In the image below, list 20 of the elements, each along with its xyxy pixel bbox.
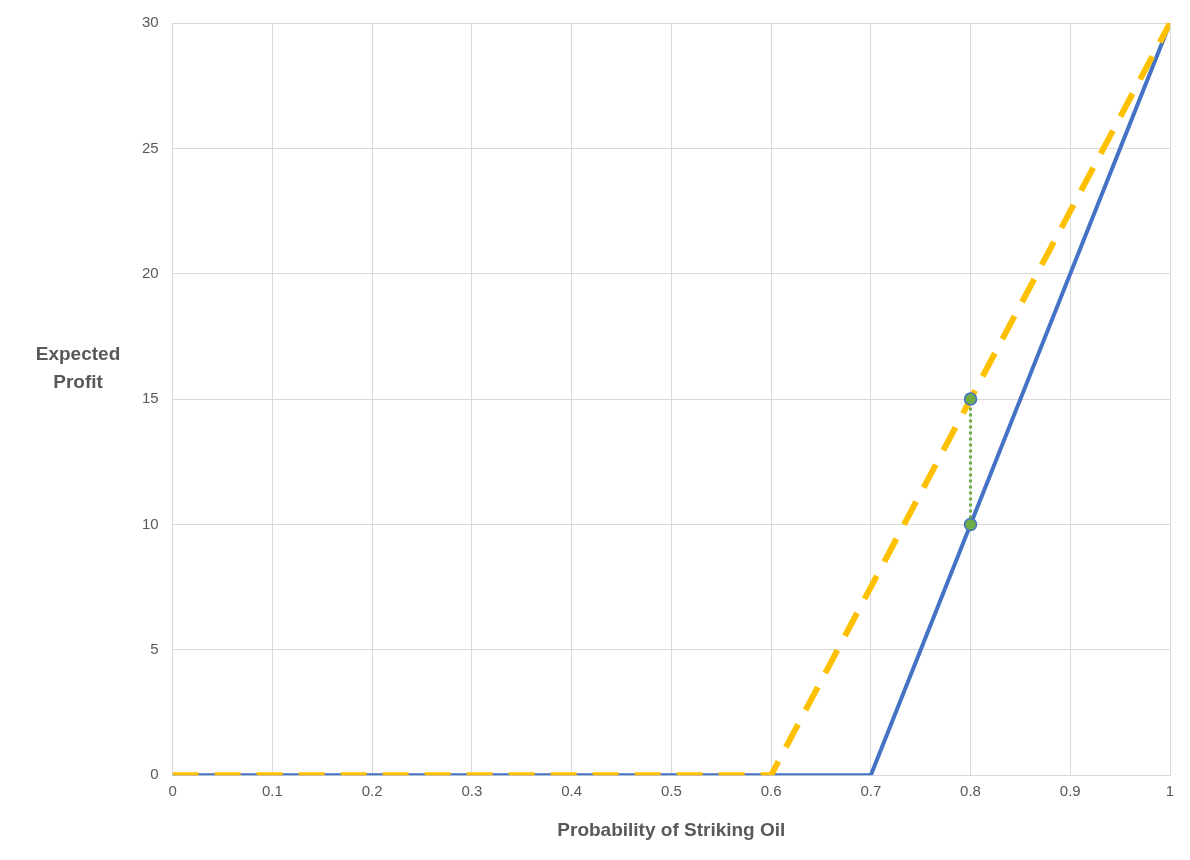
y-tick-label: 20 <box>142 263 159 281</box>
x-tick-label: 0.4 <box>561 782 583 800</box>
y-tick-label: 0 <box>150 765 159 783</box>
x-tick-label: 0.7 <box>860 782 882 800</box>
y-tick-label: 10 <box>142 514 159 532</box>
x-tick-label: 0.1 <box>261 782 283 800</box>
x-tick-label: 0.8 <box>960 782 981 800</box>
x-tick-label: 0.9 <box>1059 782 1081 800</box>
x-tick-label: 0.5 <box>660 782 682 800</box>
y-tick-label: 30 <box>142 13 159 31</box>
y-tick-label: 5 <box>150 639 159 657</box>
x-tick-label: 0.3 <box>461 782 483 800</box>
x-tick-label: 0.2 <box>361 782 383 800</box>
y-axis-title: Expected Profit <box>35 343 121 393</box>
x-tick-label: 1 <box>1165 782 1175 800</box>
x-tick-label: 0 <box>168 782 177 800</box>
y-tick-label: 25 <box>142 138 159 156</box>
x-axis-title: Probability of Striking Oil <box>557 818 786 840</box>
y-tick-label: 15 <box>142 389 159 407</box>
x-tick-label: 0.6 <box>760 782 782 800</box>
